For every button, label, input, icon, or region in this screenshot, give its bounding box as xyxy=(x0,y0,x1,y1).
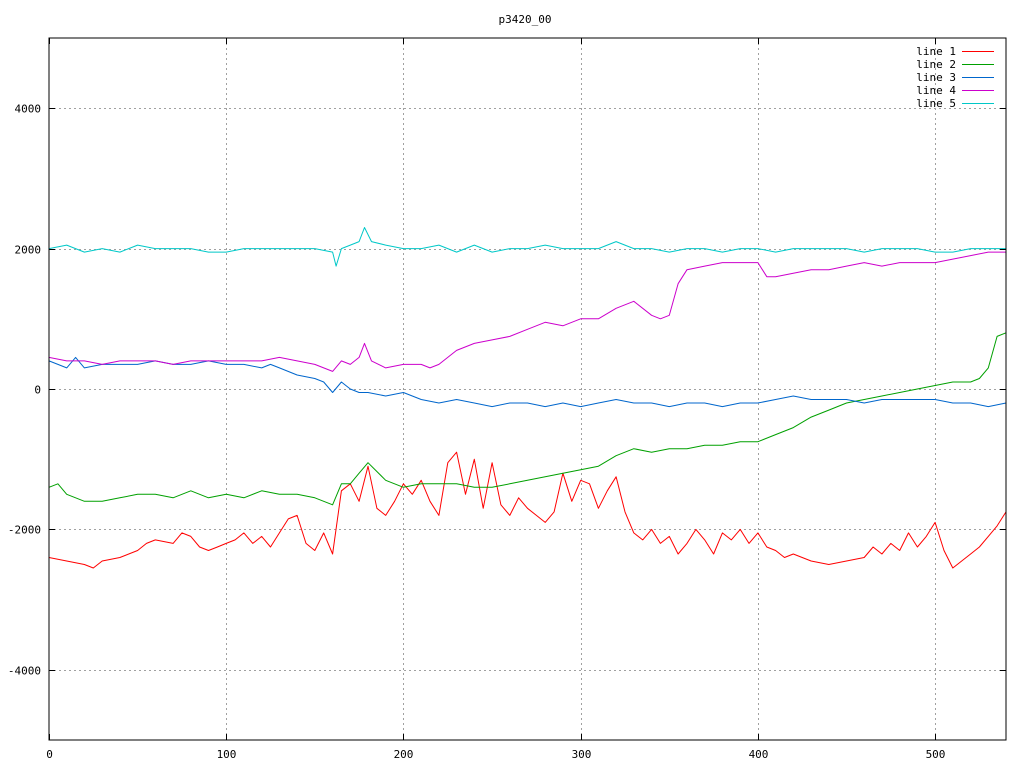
y-tick-label: 4000 xyxy=(15,103,42,116)
series-line-1 xyxy=(48,451,1007,569)
x-tick-label: 500 xyxy=(926,748,946,761)
x-tick-label: 100 xyxy=(217,748,237,761)
y-tick-label: 2000 xyxy=(15,244,42,257)
series-line-5 xyxy=(48,227,1006,267)
legend-label-2: line 2 xyxy=(916,58,956,71)
axis-ticks: 0 100 200 300 400 500 -4000 -2000 0 2000 4000 xyxy=(8,38,1006,761)
y-tick-label: -4000 xyxy=(8,665,41,678)
series-lines xyxy=(48,227,1007,569)
x-tick-label: 400 xyxy=(749,748,769,761)
x-tick-label: 200 xyxy=(394,748,414,761)
legend-label-4: line 4 xyxy=(916,84,956,97)
legend-label-5: line 5 xyxy=(916,97,956,110)
grid-lines xyxy=(49,38,1006,740)
legend-label-1: line 1 xyxy=(916,45,956,58)
series-line-3 xyxy=(48,356,1007,408)
x-tick-label: 0 xyxy=(46,748,53,761)
y-tick-label: -2000 xyxy=(8,524,41,537)
x-tick-label: 300 xyxy=(572,748,592,761)
y-tick-label: 0 xyxy=(34,384,41,397)
legend-label-3: line 3 xyxy=(916,71,956,84)
chart-title: p3420_00 xyxy=(499,13,552,26)
series-line-2 xyxy=(48,332,1007,506)
series-line-4 xyxy=(48,251,1006,372)
